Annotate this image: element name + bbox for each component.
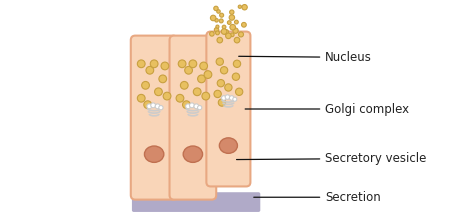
Circle shape xyxy=(215,19,219,22)
Circle shape xyxy=(229,15,235,20)
Circle shape xyxy=(190,103,194,108)
Circle shape xyxy=(137,60,145,68)
Circle shape xyxy=(193,88,201,96)
Circle shape xyxy=(233,28,238,33)
Ellipse shape xyxy=(183,146,202,162)
Circle shape xyxy=(146,66,154,74)
Circle shape xyxy=(214,28,219,32)
Circle shape xyxy=(137,94,145,102)
Circle shape xyxy=(234,37,240,43)
Circle shape xyxy=(144,101,152,109)
Circle shape xyxy=(228,21,231,24)
Circle shape xyxy=(242,5,247,10)
Circle shape xyxy=(214,6,218,11)
Circle shape xyxy=(198,106,202,110)
Circle shape xyxy=(142,82,149,89)
Circle shape xyxy=(219,19,223,23)
Circle shape xyxy=(202,92,210,100)
Circle shape xyxy=(221,96,226,100)
Text: Golgi complex: Golgi complex xyxy=(245,102,410,116)
Circle shape xyxy=(189,60,197,68)
Text: Nucleus: Nucleus xyxy=(239,51,372,64)
Circle shape xyxy=(236,88,243,95)
Text: Secretory vesicle: Secretory vesicle xyxy=(237,152,427,165)
FancyBboxPatch shape xyxy=(133,193,260,211)
Circle shape xyxy=(216,31,219,35)
Circle shape xyxy=(225,84,232,91)
Circle shape xyxy=(216,25,219,28)
Circle shape xyxy=(161,62,169,70)
Ellipse shape xyxy=(219,138,237,153)
Circle shape xyxy=(182,101,190,109)
Circle shape xyxy=(155,88,162,96)
Circle shape xyxy=(217,37,223,43)
Circle shape xyxy=(221,29,227,34)
Circle shape xyxy=(218,99,226,106)
Circle shape xyxy=(229,96,234,100)
Circle shape xyxy=(220,67,228,74)
Circle shape xyxy=(159,106,163,110)
Circle shape xyxy=(226,33,231,39)
Circle shape xyxy=(233,97,237,101)
Circle shape xyxy=(186,104,191,109)
Text: Secretion: Secretion xyxy=(254,191,381,204)
Circle shape xyxy=(151,103,155,108)
Circle shape xyxy=(159,75,167,83)
FancyBboxPatch shape xyxy=(206,32,250,186)
Circle shape xyxy=(230,33,234,37)
Circle shape xyxy=(181,82,188,89)
Circle shape xyxy=(147,104,152,109)
Circle shape xyxy=(229,10,234,14)
Circle shape xyxy=(194,104,199,109)
Circle shape xyxy=(210,32,214,36)
Circle shape xyxy=(217,10,220,13)
Circle shape xyxy=(155,104,160,109)
Circle shape xyxy=(238,5,241,8)
Circle shape xyxy=(216,58,223,65)
Circle shape xyxy=(176,94,184,102)
Circle shape xyxy=(178,60,186,68)
Circle shape xyxy=(204,71,212,78)
Circle shape xyxy=(185,66,192,74)
FancyBboxPatch shape xyxy=(131,36,177,200)
Circle shape xyxy=(230,24,236,30)
Circle shape xyxy=(200,62,208,70)
Circle shape xyxy=(225,95,230,99)
Circle shape xyxy=(150,60,158,68)
Circle shape xyxy=(222,25,226,29)
Circle shape xyxy=(242,22,246,27)
Circle shape xyxy=(223,30,228,35)
Circle shape xyxy=(198,75,205,83)
Circle shape xyxy=(238,32,244,37)
Circle shape xyxy=(232,73,239,80)
FancyBboxPatch shape xyxy=(170,36,216,200)
Ellipse shape xyxy=(145,146,164,162)
Circle shape xyxy=(233,60,241,67)
Circle shape xyxy=(217,80,225,87)
Circle shape xyxy=(163,92,171,100)
Circle shape xyxy=(219,13,224,17)
Circle shape xyxy=(214,90,221,98)
Circle shape xyxy=(235,20,238,24)
Circle shape xyxy=(210,15,216,21)
